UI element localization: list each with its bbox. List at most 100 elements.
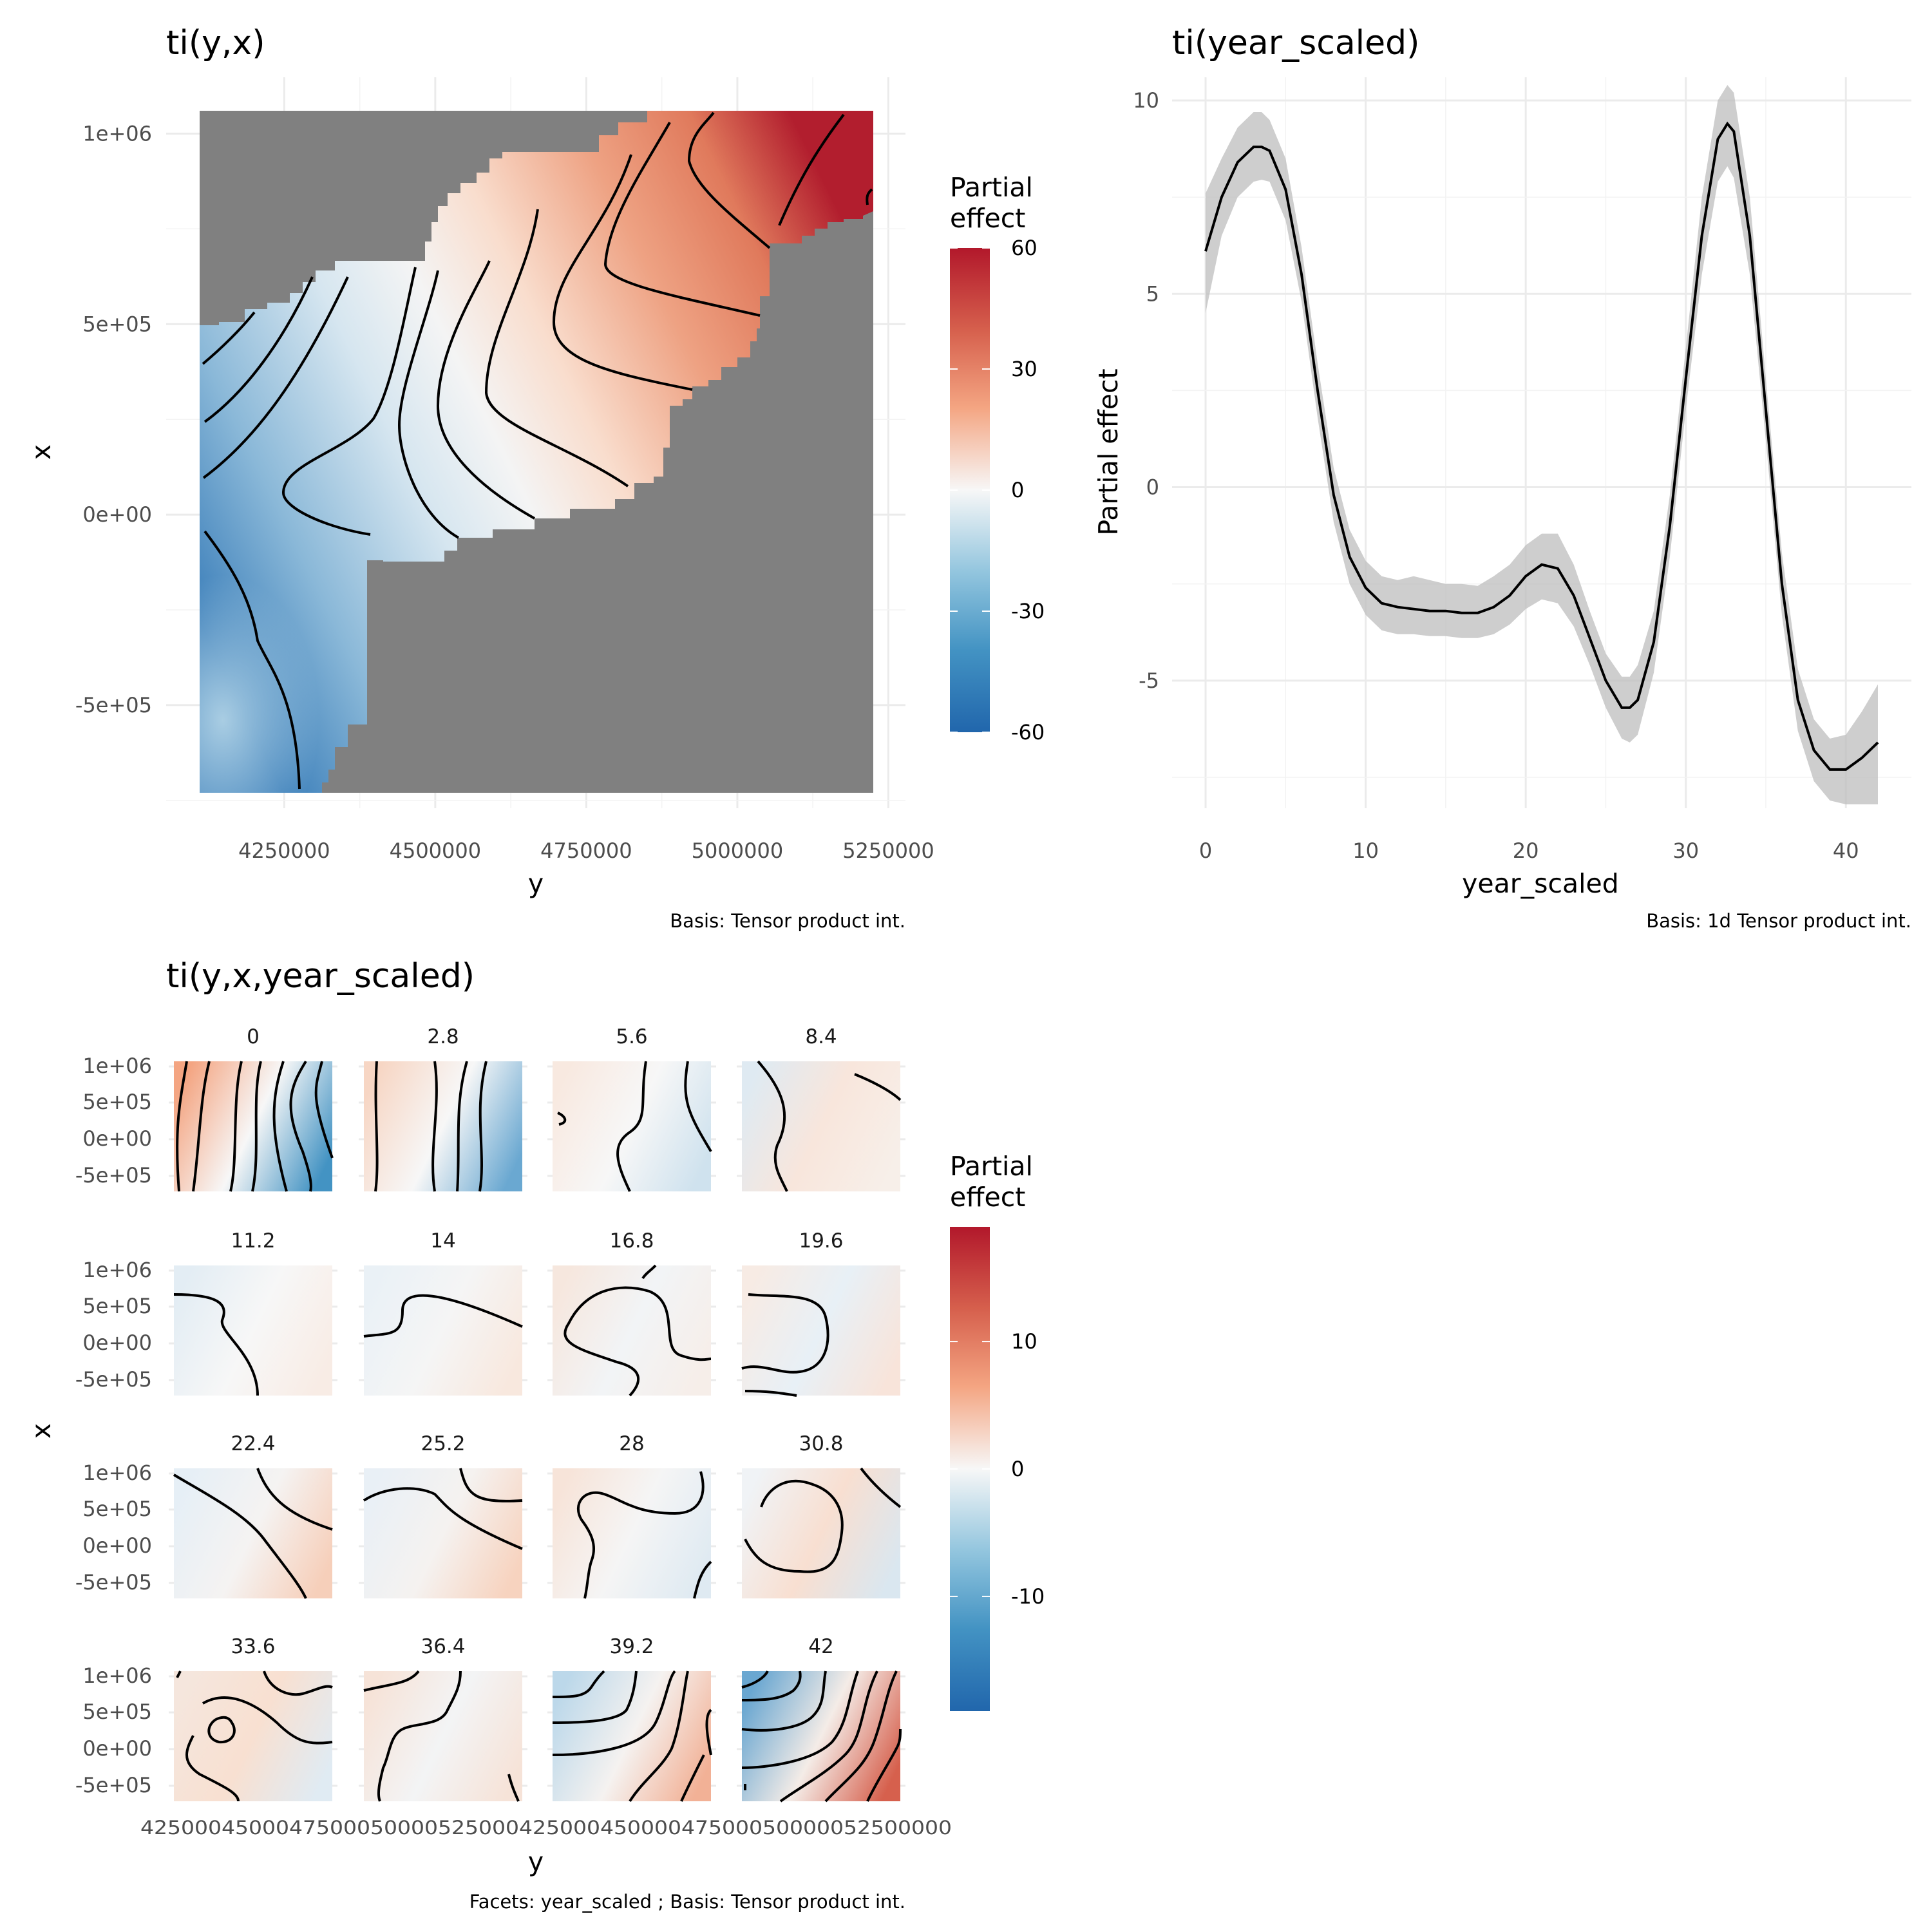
year-x-ticks: 0 10 20 30 40	[1199, 838, 1859, 863]
spatial-x-tick-label: 5000000	[692, 838, 784, 863]
year-title: ti(year_scaled)	[1172, 24, 1419, 62]
facet-strip-label: 36.4	[421, 1635, 465, 1658]
facet-contour-line	[616, 1061, 647, 1192]
panel-spatial: ti(y,x)	[26, 24, 1045, 932]
facet-contour-line	[741, 1670, 769, 1689]
facet-strip-label: 8.4	[805, 1025, 837, 1048]
interaction-x-tick-labels: 4250004500047500050000525000425000450000…	[140, 1817, 952, 1839]
facet-y-tick-label: 0e+00	[82, 1331, 152, 1355]
facet-contour-line	[377, 1671, 462, 1802]
year-y-tick-label: -5	[1139, 668, 1159, 693]
year-y-axis-title: Partial effect	[1093, 368, 1124, 535]
facet-strip-label: 5.6	[616, 1025, 647, 1048]
facet-contour-line	[263, 1671, 333, 1696]
facet-y-tick-label: -5e+05	[75, 1367, 152, 1392]
facet-33.6: 33.6 1e+06 5e+05 0e+00 -5e+05	[75, 1635, 337, 1802]
year-gridlines	[1172, 77, 1911, 808]
facet-strip-label: 0	[247, 1025, 260, 1048]
spatial-legend-tick-label: 0	[1011, 478, 1024, 502]
spatial-legend-tick-label: -60	[1011, 720, 1045, 744]
spatial-na-region-upper	[200, 111, 647, 325]
facet-22.4: 22.4 1e+06 5e+05 0e+00 -5e+05	[75, 1432, 337, 1599]
facet-strip-label: 28	[619, 1432, 644, 1455]
interaction-y-axis-title: x	[26, 1423, 57, 1439]
facet-contours	[552, 1670, 712, 1803]
facet-contours	[564, 1264, 712, 1397]
facet-contours	[557, 1061, 712, 1192]
facet-contour-line	[363, 1670, 420, 1692]
spatial-y-tick-label: 0e+00	[82, 502, 152, 527]
facet-y-tick-label: 5e+05	[82, 1090, 152, 1114]
interaction-title: ti(y,x,year_scaled)	[166, 957, 475, 996]
spatial-legend: Partial effect 60 30 0 -30 -60	[950, 172, 1045, 744]
facet-11.2: 11.2 1e+06 5e+05 0e+00 -5e+05	[75, 1229, 337, 1396]
spatial-y-ticks: 1e+06 5e+05 0e+00 -5e+05	[75, 121, 152, 717]
interaction-legend-tick-label: -10	[1011, 1584, 1045, 1609]
facet-contour-line	[741, 1671, 827, 1732]
facet-contours	[744, 1467, 902, 1573]
facet-contour-line	[207, 1716, 236, 1744]
facet-contour-line	[693, 1560, 712, 1599]
interaction-x-axis-title: y	[528, 1846, 544, 1877]
facet-surface	[364, 1265, 522, 1396]
facet-contour-line	[741, 1671, 802, 1701]
facet-contour-line	[176, 1061, 188, 1192]
spatial-legend-title-line1: Partial	[950, 172, 1033, 203]
facet-contours	[741, 1670, 902, 1803]
facet-contour-line	[641, 1264, 657, 1280]
facet-y-tick-label: 1e+06	[82, 1054, 152, 1078]
facet-8.4: 8.4	[737, 1025, 905, 1192]
facet-strip-label: 33.6	[231, 1635, 275, 1658]
facet-contours	[173, 1468, 333, 1599]
facet-surface	[364, 1468, 522, 1598]
year-caption: Basis: 1d Tensor product int.	[1646, 910, 1911, 932]
facet-contour-line	[757, 1060, 788, 1192]
facet-contour-line	[741, 1671, 859, 1769]
facet-39.2: 39.2	[547, 1635, 716, 1803]
facet-y-tick-label: 1e+06	[82, 1663, 152, 1688]
facet-14: 14	[359, 1229, 527, 1396]
facet-contour-line	[779, 1671, 878, 1803]
facet-strip-label: 14	[430, 1229, 455, 1253]
facet-contour-line	[251, 1061, 262, 1192]
facet-contours	[176, 1060, 334, 1192]
facet-contour-line	[176, 1671, 182, 1678]
spatial-caption: Basis: Tensor product int.	[670, 910, 905, 932]
facet-surface	[364, 1061, 522, 1191]
facet-contours	[757, 1060, 902, 1192]
facet-28: 28	[547, 1432, 716, 1599]
spatial-x-tick-label: 4500000	[390, 838, 482, 863]
interaction-legend-tick-label: 10	[1011, 1329, 1037, 1354]
facet-strip-label: 22.4	[231, 1432, 275, 1455]
interaction-legend-title-line2: effect	[950, 1182, 1025, 1213]
facet-contour-line	[705, 1709, 712, 1756]
year-y-tick-label: 10	[1133, 88, 1159, 113]
facet-surface	[553, 1468, 711, 1598]
facet-contour-line	[173, 1473, 307, 1599]
year-x-tick-label: 20	[1513, 838, 1539, 863]
facet-strip-label: 42	[808, 1635, 833, 1658]
facet-strip-label: 30.8	[799, 1432, 843, 1455]
facet-surface	[553, 1671, 711, 1801]
facet-contour-line	[552, 1670, 605, 1698]
spatial-y-tick-label: 5e+05	[82, 312, 152, 336]
year-confidence-band	[1206, 85, 1878, 804]
facet-contour-line	[860, 1467, 902, 1508]
spatial-y-tick-label: 1e+06	[82, 121, 152, 146]
facet-36.4: 36.4	[359, 1635, 527, 1802]
spatial-x-axis-title: y	[528, 868, 544, 899]
facet-contour-line	[866, 1728, 902, 1802]
spatial-x-tick-label: 4250000	[238, 838, 330, 863]
facet-contour-line	[256, 1468, 333, 1531]
facet-contour-line	[744, 1480, 844, 1573]
facet-contour-line	[557, 1112, 567, 1126]
facet-contour-line	[629, 1671, 689, 1803]
facet-19.6: 19.6	[737, 1229, 905, 1397]
facet-contour-line	[363, 1294, 523, 1338]
facet-y-tick-label: -5e+05	[75, 1570, 152, 1595]
facet-contour-line	[577, 1471, 705, 1599]
facet-5.6: 5.6	[547, 1025, 716, 1192]
facet-y-tick-label: 0e+00	[82, 1533, 152, 1558]
spatial-x-tick-label: 4750000	[540, 838, 632, 863]
